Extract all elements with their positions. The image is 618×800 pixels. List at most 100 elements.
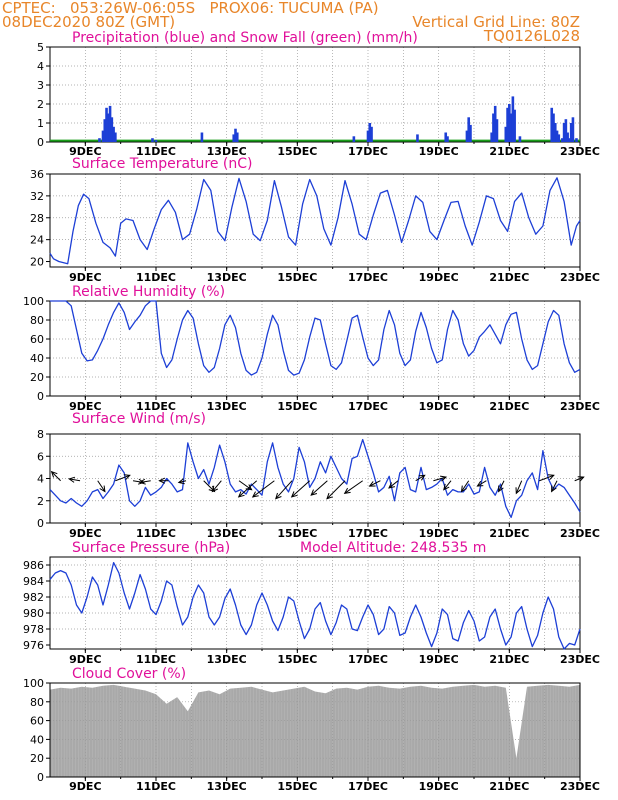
x-tick-label: 17DEC (348, 145, 388, 158)
wind-vector (290, 480, 311, 498)
precip-bar (490, 132, 493, 142)
wind-vector-head (137, 478, 145, 485)
y-tick-label: 20 (30, 256, 44, 269)
precip-bar (564, 119, 568, 142)
wind-vector-shaft (310, 480, 328, 496)
wind-vector (539, 474, 555, 482)
precip-bar (366, 130, 370, 142)
precip-bar (550, 107, 554, 142)
wind-vector (251, 480, 275, 498)
precip-bar (568, 138, 571, 142)
y-tick-label: 60 (30, 715, 44, 728)
x-tick-label: 19DEC (419, 145, 459, 158)
x-tick-label: 9DEC (69, 145, 101, 158)
x-tick-label: 21DEC (489, 527, 529, 540)
precip-bar (518, 136, 522, 142)
y-tick-label: 980 (23, 607, 44, 620)
x-tick-label: 15DEC (277, 780, 317, 793)
precip-bar (493, 105, 497, 142)
x-tick-label: 9DEC (69, 653, 101, 666)
wind-vector-head (476, 480, 484, 487)
wind-vector-shaft (291, 480, 311, 498)
wind-vector-shaft (477, 480, 487, 487)
y-tick-label: 24 (30, 234, 44, 247)
wind-vector (68, 476, 81, 483)
plot-frame (49, 300, 581, 397)
panel-6: Cloud Cover (%) 0 20 40 60 80 100 9DEC 11DEC 13DE… (23, 666, 600, 793)
wind-vector (275, 480, 293, 500)
wind-vector-shaft (551, 480, 558, 492)
precip-bar (557, 134, 561, 142)
y-tick-label: 0 (37, 771, 44, 784)
x-tick-label: 21DEC (489, 271, 529, 284)
y-tick-label: 0 (37, 390, 44, 403)
x-tick-label: 23DEC (560, 527, 600, 540)
precip-bar (555, 130, 559, 142)
wind-vector-shaft (415, 474, 425, 482)
wind-vector-shaft (211, 480, 222, 492)
y-tick-label: 5 (37, 41, 44, 54)
x-tick-label: 17DEC (348, 400, 388, 413)
y-tick-label: 36 (30, 168, 44, 181)
precip-bar (561, 138, 564, 142)
wind-vector (415, 474, 426, 482)
precip-bar (513, 109, 516, 142)
x-tick-label: 9DEC (69, 527, 101, 540)
x-tick-label: 11DEC (136, 400, 176, 413)
precip-bar (114, 132, 117, 142)
precip-bar (465, 130, 469, 142)
x-tick-label: 19DEC (419, 400, 459, 413)
wind-vector-head (158, 477, 166, 484)
precip-bar (416, 134, 419, 142)
wind-vector-shaft (238, 480, 258, 498)
y-tick-label: 4 (37, 60, 44, 73)
y-tick-label: 3 (37, 79, 44, 92)
wind-vector-head (177, 478, 185, 485)
wind-vector-head (551, 485, 557, 493)
panel-5: Surface Pressure (hPa) Model Altitude: 24… (23, 540, 600, 666)
wind-vector-head (237, 491, 245, 498)
precip-bar (566, 132, 569, 142)
x-tick-label: 11DEC (136, 780, 176, 793)
wind-vector-head (418, 474, 426, 481)
y-tick-label: 28 (30, 212, 44, 225)
x-tick-label: 11DEC (136, 527, 176, 540)
x-tick-label: 19DEC (419, 653, 459, 666)
x-tick-label: 9DEC (69, 780, 101, 793)
wind-vector-head (99, 485, 106, 493)
x-tick-label: 15DEC (277, 653, 317, 666)
x-tick-label: 17DEC (348, 527, 388, 540)
precip-bar (571, 117, 575, 142)
series-line (49, 561, 581, 650)
wind-vector (515, 480, 523, 495)
precip-bar (511, 96, 515, 142)
wind-vector-shaft (326, 480, 346, 500)
wind-vector (443, 480, 452, 491)
panel-title: Surface Temperature (nC) (72, 156, 253, 172)
x-tick-label: 23DEC (560, 653, 600, 666)
wind-vector-shaft (498, 480, 505, 492)
panel-title: Surface Pressure (hPa) (72, 540, 230, 556)
header-run-id: TQ0126L028 (483, 27, 580, 45)
wind-vector-head (123, 474, 131, 481)
panel-title: Surface Wind (m/s) (72, 411, 206, 427)
series-line (50, 300, 581, 376)
wind-vector-head (460, 485, 467, 493)
wind-vector (115, 474, 131, 482)
panel-3: Relative Humidity (%) 0 20 40 60 80 100 9DEC 11D… (23, 284, 600, 413)
wind-vector (498, 480, 505, 493)
precip-bar (98, 138, 101, 142)
precip-bar (469, 124, 472, 142)
precip-bar (352, 136, 356, 142)
precip-bar (107, 113, 110, 142)
precip-bar (467, 117, 470, 142)
y-tick-label: 40 (30, 352, 44, 365)
x-tick-label: 11DEC (136, 145, 176, 158)
wind-vector-head (326, 492, 333, 500)
header-vertical-grid-note: Vertical Grid Line: 80Z (412, 13, 580, 31)
x-tick-label: 15DEC (277, 271, 317, 284)
y-tick-label: 20 (30, 371, 44, 384)
precip-bar (446, 136, 449, 142)
wind-vector (326, 480, 346, 500)
wind-vector-head (211, 485, 219, 493)
